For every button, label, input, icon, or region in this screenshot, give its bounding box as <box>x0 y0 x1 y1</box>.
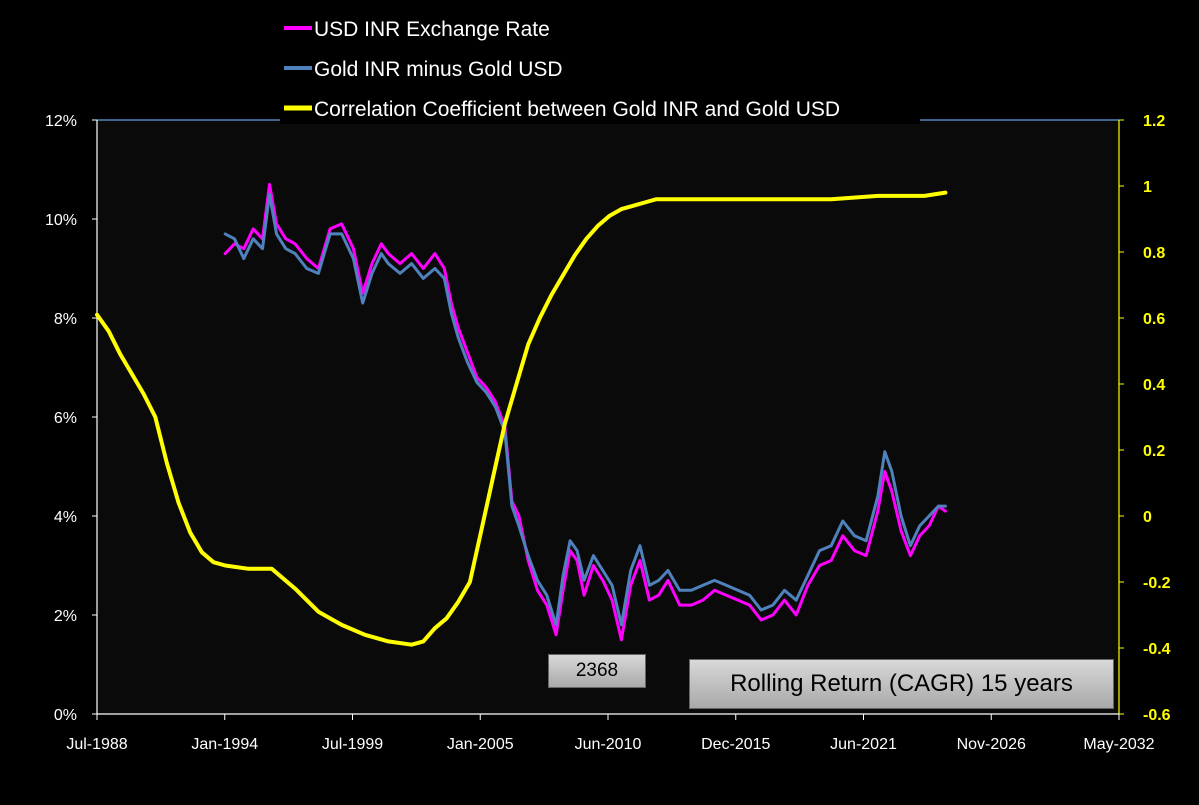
y-right-tick-label: 0.6 <box>1143 311 1165 328</box>
annotation-label: 2368 <box>575 660 619 681</box>
legend: USD INR Exchange Rate Gold INR minus Gold… <box>280 12 920 124</box>
y-right-tick-label: -0.2 <box>1143 575 1171 592</box>
y-right-tick-label: 1 <box>1143 179 1152 196</box>
x-tick-label: Jul-1988 <box>66 736 127 753</box>
x-tick-label: Jan-2005 <box>447 736 514 753</box>
series-line-1 <box>223 182 947 642</box>
legend-label: USD INR Exchange Rate <box>314 18 550 41</box>
y-left-tick-label: 0% <box>54 707 77 724</box>
plot-area <box>96 119 1120 715</box>
annotation-box: 2368 <box>548 654 646 688</box>
y-left-tick-label: 8% <box>54 311 77 328</box>
y-left-tick-label: 10% <box>45 212 77 229</box>
legend-label: Correlation Coefficient between Gold INR… <box>314 98 840 121</box>
y-left-tick-label: 6% <box>54 410 77 427</box>
axes: 0% 2% 4% 6% 8% 10% 12% -0.6 -0.4 -0.2 0 0.2 0.4 0.6 0.… <box>45 113 1171 753</box>
legend-entry-bg <box>280 52 920 84</box>
y-left-tick-label: 4% <box>54 509 77 526</box>
legend-label: Gold INR minus Gold USD <box>314 58 563 81</box>
legend-entry-bg <box>280 12 920 44</box>
y-right-tick-label: 0 <box>1143 509 1152 526</box>
y-left-tick-label: 12% <box>45 113 77 130</box>
y-right-tick-label: 0.2 <box>1143 443 1165 460</box>
y-right-tick-label: 1.2 <box>1143 113 1165 130</box>
x-tick-label: Dec-2015 <box>701 736 770 753</box>
x-tick-label: Jun-2010 <box>575 736 642 753</box>
x-tick-label: Jun-2021 <box>830 736 897 753</box>
y-right-tick-label: 0.8 <box>1143 245 1165 262</box>
chart-title-box: Rolling Return (CAGR) 15 years <box>689 659 1114 709</box>
y-right-tick-label: -0.6 <box>1143 707 1171 724</box>
chart-title: Rolling Return (CAGR) 15 years <box>730 670 1073 697</box>
series-line-2 <box>223 192 947 627</box>
y-right-tick-label: 0.4 <box>1143 377 1165 394</box>
series-layer <box>95 182 948 647</box>
series-line-3 <box>95 190 948 647</box>
y-left-tick-label: 2% <box>54 608 77 625</box>
legend-entry-bg <box>280 92 920 124</box>
x-tick-label: Jul-1999 <box>322 736 383 753</box>
x-tick-label: Jan-1994 <box>191 736 258 753</box>
x-tick-label: Nov-2026 <box>957 736 1026 753</box>
y-right-tick-label: -0.4 <box>1143 641 1171 658</box>
x-tick-label: May-2032 <box>1083 736 1154 753</box>
